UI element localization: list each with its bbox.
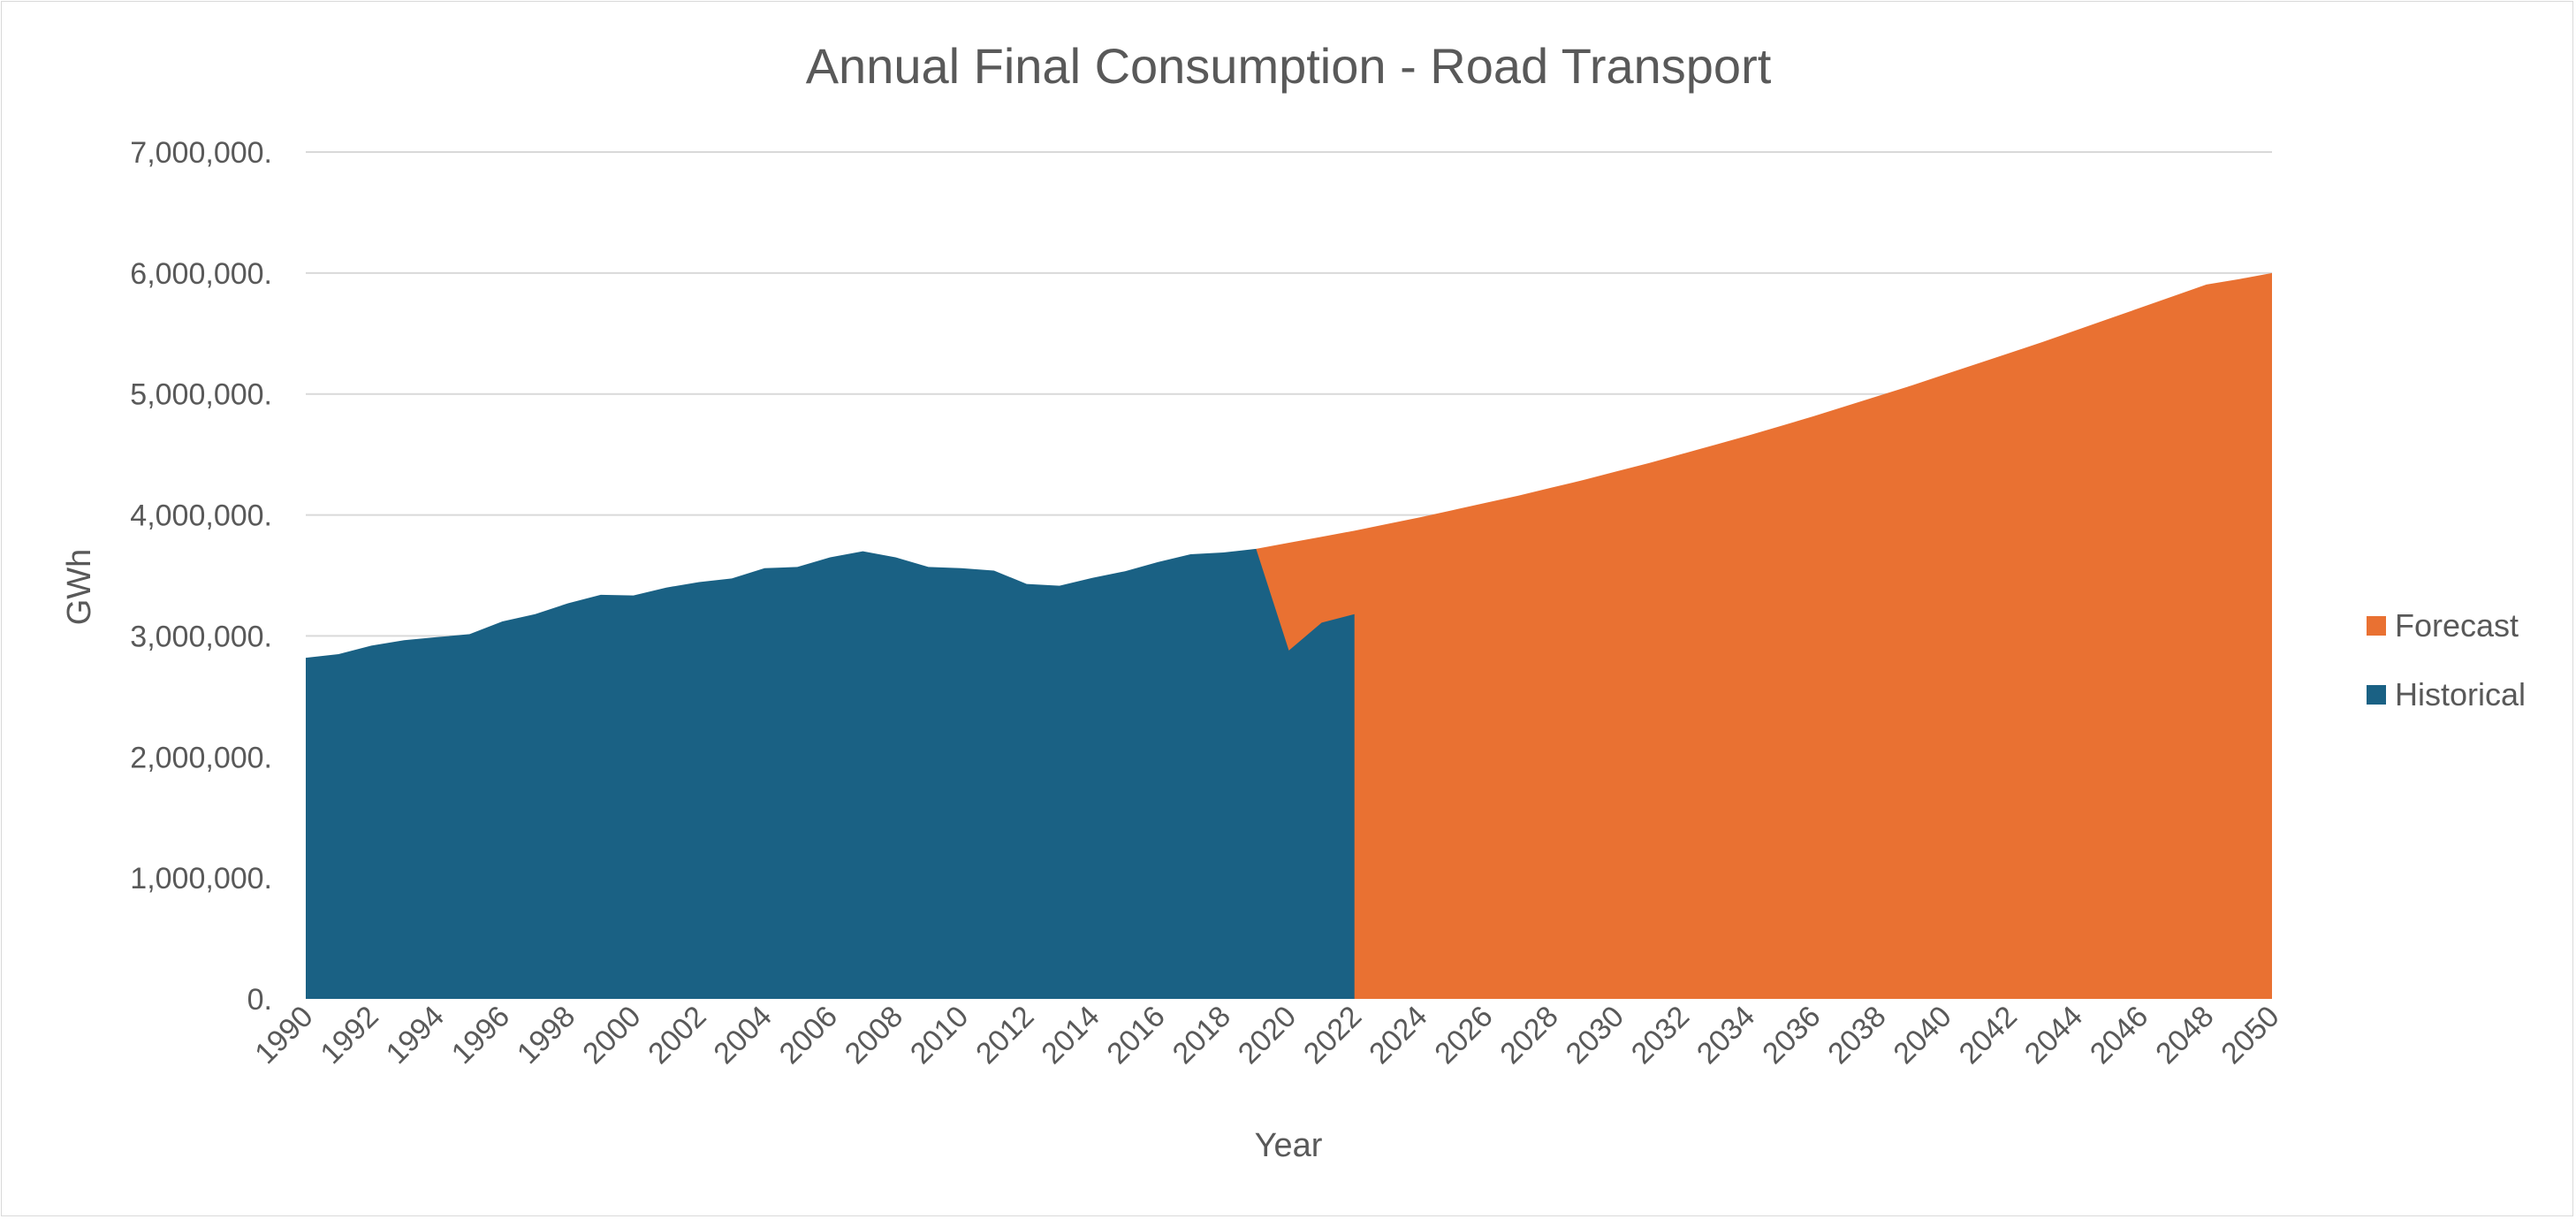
y-axis-ticks: 0. 1,000,000. 2,000,000. 3,000,000. 4,000,00… [130,136,272,1017]
area-forecast [1256,272,2272,999]
y-tick-label: 1,000,000. [130,862,272,895]
x-tick-label: 1994 [380,1000,451,1070]
legend-label-historical: Historical [2395,676,2526,712]
x-tick-label: 1996 [445,1000,516,1070]
plot-area [306,272,2272,999]
x-tick-label: 2034 [1691,1000,1761,1070]
x-tick-label: 2002 [642,1000,712,1070]
x-tick-label: 2026 [1428,1000,1499,1070]
legend-label-forecast: Forecast [2395,607,2519,644]
y-tick-label: 7,000,000. [130,136,272,170]
x-tick-label: 2042 [1953,1000,2024,1070]
y-tick-label: 3,000,000. [130,620,272,653]
y-tick-label: 6,000,000. [130,257,272,291]
x-tick-label: 2016 [1100,1000,1171,1070]
x-tick-label: 2018 [1166,1000,1237,1070]
chart-title: Annual Final Consumption - Road Transpor… [806,38,1772,94]
legend-swatch-historical [2367,685,2386,705]
x-tick-label: 2014 [1035,1000,1106,1070]
x-tick-label: 2046 [2084,1000,2154,1070]
y-tick-label: 5,000,000. [130,378,272,412]
x-tick-label: 2050 [2215,1000,2285,1070]
x-tick-label: 2044 [2018,1000,2089,1070]
x-tick-label: 2048 [2149,1000,2220,1070]
x-tick-label: 2024 [1363,1000,1433,1070]
x-axis-ticks: 1990199219941996199820002002200420062008… [248,1000,2285,1070]
x-tick-label: 2010 [904,1000,975,1070]
x-tick-label: 2008 [839,1000,909,1070]
x-tick-label: 2036 [1756,1000,1827,1070]
x-tick-label: 2032 [1625,1000,1696,1070]
x-tick-label: 2028 [1493,1000,1564,1070]
x-tick-label: 1998 [511,1000,581,1070]
x-tick-label: 2022 [1297,1000,1368,1070]
y-tick-label: 4,000,000. [130,499,272,533]
x-tick-label: 1992 [314,1000,384,1070]
x-axis-title: Year [1255,1127,1323,1164]
y-axis-title: GWh [61,549,98,626]
x-tick-label: 2040 [1887,1000,1957,1070]
x-tick-label: 2020 [1232,1000,1303,1070]
y-tick-label: 0. [247,983,272,1017]
area-historical [306,548,1355,999]
x-tick-label: 2004 [707,1000,778,1070]
x-tick-label: 2012 [969,1000,1040,1070]
x-tick-label: 2006 [773,1000,844,1070]
x-tick-label: 2030 [1560,1000,1630,1070]
x-tick-label: 2000 [576,1000,647,1070]
y-tick-label: 2,000,000. [130,741,272,774]
x-tick-label: 2038 [1821,1000,1892,1070]
legend-swatch-forecast [2367,616,2386,636]
legend: Forecast Historical [2367,607,2526,712]
